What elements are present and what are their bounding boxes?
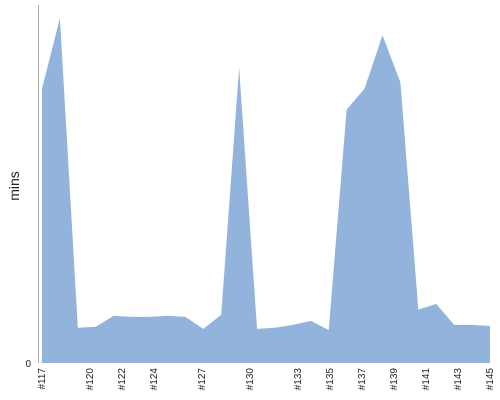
x-tick-label: #143 xyxy=(453,368,464,391)
x-tick-label: #135 xyxy=(325,368,336,391)
x-tick-label: #127 xyxy=(197,368,208,391)
x-tick-label: #117 xyxy=(37,368,48,390)
x-tick-label: #141 xyxy=(421,368,432,391)
x-tick-label: #145 xyxy=(485,368,496,391)
x-tick-label: #130 xyxy=(245,368,256,391)
y-axis-label: mins xyxy=(6,171,22,201)
x-tick-label: #124 xyxy=(149,368,160,391)
x-tick-labels: #117 #120 #122 #124 #127 #130 #133 #135 #137 #139… xyxy=(37,368,496,391)
x-tick-label: #122 xyxy=(117,368,128,391)
x-tick-label: #133 xyxy=(293,368,304,391)
x-tick-label: #120 xyxy=(85,368,96,391)
area-series xyxy=(42,18,490,364)
y-tick-label: 0 xyxy=(25,359,31,370)
x-tick-label: #137 xyxy=(357,368,368,391)
x-tick-label: #139 xyxy=(389,368,400,391)
